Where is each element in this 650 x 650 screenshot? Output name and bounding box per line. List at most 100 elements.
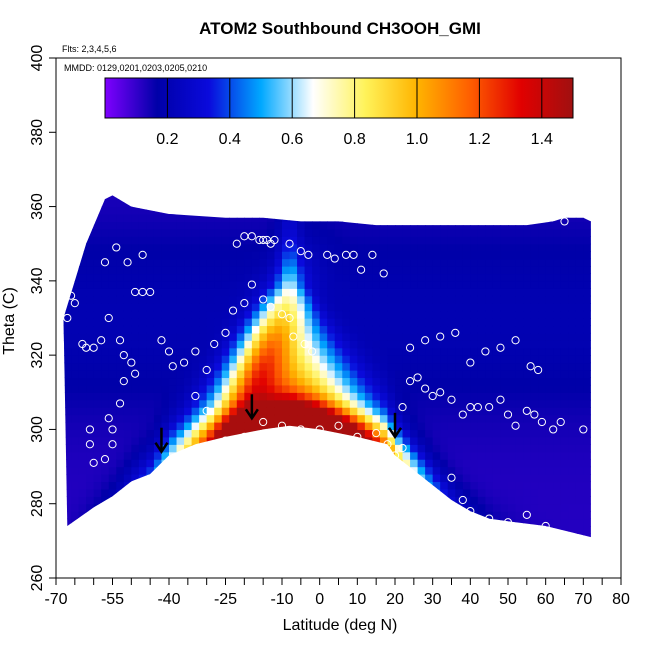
field-cell — [191, 280, 200, 289]
field-cell — [161, 332, 170, 341]
field-cell — [433, 184, 441, 192]
field-cell — [342, 429, 351, 438]
field-cell — [440, 206, 449, 215]
field-cell — [327, 422, 336, 431]
field-cell — [410, 384, 419, 393]
field-cell — [387, 228, 396, 237]
field-cell — [553, 377, 562, 386]
field-cell — [266, 288, 276, 297]
field-cell — [342, 414, 351, 423]
field-cell — [319, 488, 328, 497]
field-cell — [153, 518, 163, 527]
field-cell — [462, 414, 471, 423]
field-cell — [477, 214, 486, 223]
field-cell — [508, 184, 516, 192]
field-cell — [410, 288, 419, 297]
field-cell — [108, 526, 117, 535]
field-cell — [492, 503, 502, 512]
field-cell — [545, 533, 554, 538]
field-cell — [364, 288, 373, 297]
field-cell — [508, 377, 517, 386]
field-cell — [432, 206, 441, 215]
field-cell — [395, 466, 404, 475]
field-cell — [538, 325, 547, 334]
field-cell — [184, 399, 193, 408]
field-cell — [146, 436, 155, 445]
field-cell — [161, 325, 170, 334]
field-cell — [63, 258, 72, 267]
field-cell — [342, 355, 351, 364]
sample-point — [451, 328, 460, 337]
field-cell — [553, 243, 562, 252]
field-cell — [63, 280, 72, 289]
field-cell — [553, 303, 562, 312]
field-cell — [161, 355, 170, 364]
field-cell — [545, 214, 554, 223]
field-cell — [251, 310, 260, 319]
field-cell — [530, 429, 539, 438]
field-cell — [357, 466, 366, 475]
field-cell — [236, 288, 245, 297]
field-cell — [199, 214, 208, 223]
field-cell — [206, 303, 215, 312]
field-cell — [379, 466, 389, 475]
field-cell — [312, 332, 321, 341]
field-cell — [236, 496, 245, 505]
field-cell — [357, 518, 366, 527]
field-cell — [417, 362, 426, 371]
field-cell — [447, 436, 456, 445]
field-cell — [259, 533, 268, 538]
field-cell — [251, 206, 260, 215]
field-cell — [417, 310, 426, 319]
sample-point — [289, 332, 298, 341]
field-cell — [229, 511, 238, 520]
field-cell — [63, 355, 72, 364]
field-cell — [259, 444, 268, 453]
field-cell — [357, 526, 366, 535]
field-cell — [417, 355, 426, 364]
field-cell — [508, 414, 517, 423]
field-cell — [169, 280, 178, 289]
field-cell — [138, 518, 147, 527]
field-cell — [492, 273, 502, 282]
field-cell — [93, 392, 102, 401]
field-cell — [86, 273, 95, 282]
field-cell — [372, 377, 381, 386]
field-cell — [492, 199, 502, 208]
field-cell — [410, 488, 419, 497]
field-cell — [410, 310, 419, 319]
field-cell — [538, 280, 547, 289]
field-cell — [357, 251, 366, 260]
field-cell — [349, 206, 358, 215]
field-cell — [545, 295, 554, 304]
field-cell — [342, 407, 351, 416]
field-cell — [440, 481, 449, 490]
field-cell — [462, 422, 471, 431]
field-cell — [312, 221, 321, 230]
field-cell — [184, 407, 193, 416]
field-cell — [545, 273, 554, 282]
field-cell — [161, 444, 170, 453]
field-cell — [538, 310, 547, 319]
field-cell — [138, 370, 147, 379]
field-cell — [78, 340, 87, 349]
field-cell — [138, 451, 147, 460]
field-cell — [63, 228, 72, 237]
sample-point — [522, 510, 531, 519]
field-cell — [327, 518, 336, 527]
field-cell — [229, 221, 238, 230]
field-cell — [63, 332, 65, 341]
field-cell — [440, 474, 449, 483]
field-cell — [364, 266, 373, 275]
field-cell — [523, 288, 532, 297]
field-cell — [229, 214, 238, 223]
field-cell — [229, 347, 238, 356]
field-cell — [199, 236, 208, 245]
field-cell — [402, 347, 411, 356]
field-cell — [334, 377, 343, 386]
field-cell — [71, 214, 80, 223]
field-cell — [86, 347, 95, 356]
field-cell — [221, 511, 230, 520]
field-cell — [229, 295, 238, 304]
field-cell — [169, 436, 178, 445]
